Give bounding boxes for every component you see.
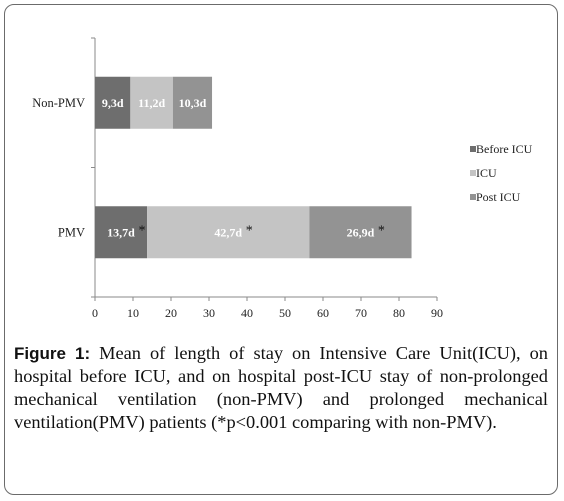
x-tick-label: 70 [355, 306, 367, 320]
significance-marker: * [246, 223, 253, 238]
data-label: 26,9d [347, 225, 375, 239]
data-label: 13,7d [107, 225, 135, 239]
legend-label: Before ICU [476, 142, 533, 156]
bar-segment [309, 206, 412, 259]
bar-segment [130, 76, 173, 129]
category-label: Non-PMV [32, 96, 85, 110]
legend-label: Post ICU [476, 190, 521, 204]
figure-caption: Figure 1: Mean of length of stay on Inte… [14, 342, 548, 434]
legend-label: ICU [476, 166, 497, 180]
bar-segment [172, 76, 213, 129]
x-tick-label: 50 [279, 306, 291, 320]
data-label: 42,7d [214, 225, 242, 239]
x-tick-label: 20 [165, 306, 177, 320]
legend-swatch [470, 170, 476, 176]
bar-segment [95, 206, 148, 259]
category-label: PMV [58, 225, 85, 239]
stacked-bar-chart: 0 10 20 30 40 50 60 70 80 90 Non-PMV 9,3d 11,2d 10,3d… [32, 37, 533, 320]
x-tick-label: 60 [317, 306, 329, 320]
data-label: 9,3d [102, 96, 124, 110]
x-tick-label: 40 [241, 306, 253, 320]
legend-swatch [470, 146, 476, 152]
significance-marker: * [139, 223, 146, 238]
x-tick-label: 30 [203, 306, 215, 320]
caption-text: Mean of length of stay on Intensive Care… [14, 343, 548, 432]
significance-marker: * [378, 223, 385, 238]
data-label: 11,2d [138, 96, 165, 110]
x-tick-label: 0 [92, 306, 98, 320]
bar-segment [95, 76, 131, 129]
legend-swatch [470, 194, 476, 200]
bar-segment [147, 206, 310, 259]
x-tick-label: 90 [431, 306, 443, 320]
data-label: 10,3d [179, 96, 207, 110]
caption-label: Figure 1: [14, 344, 91, 363]
x-tick-label: 80 [393, 306, 405, 320]
x-tick-label: 10 [127, 306, 139, 320]
